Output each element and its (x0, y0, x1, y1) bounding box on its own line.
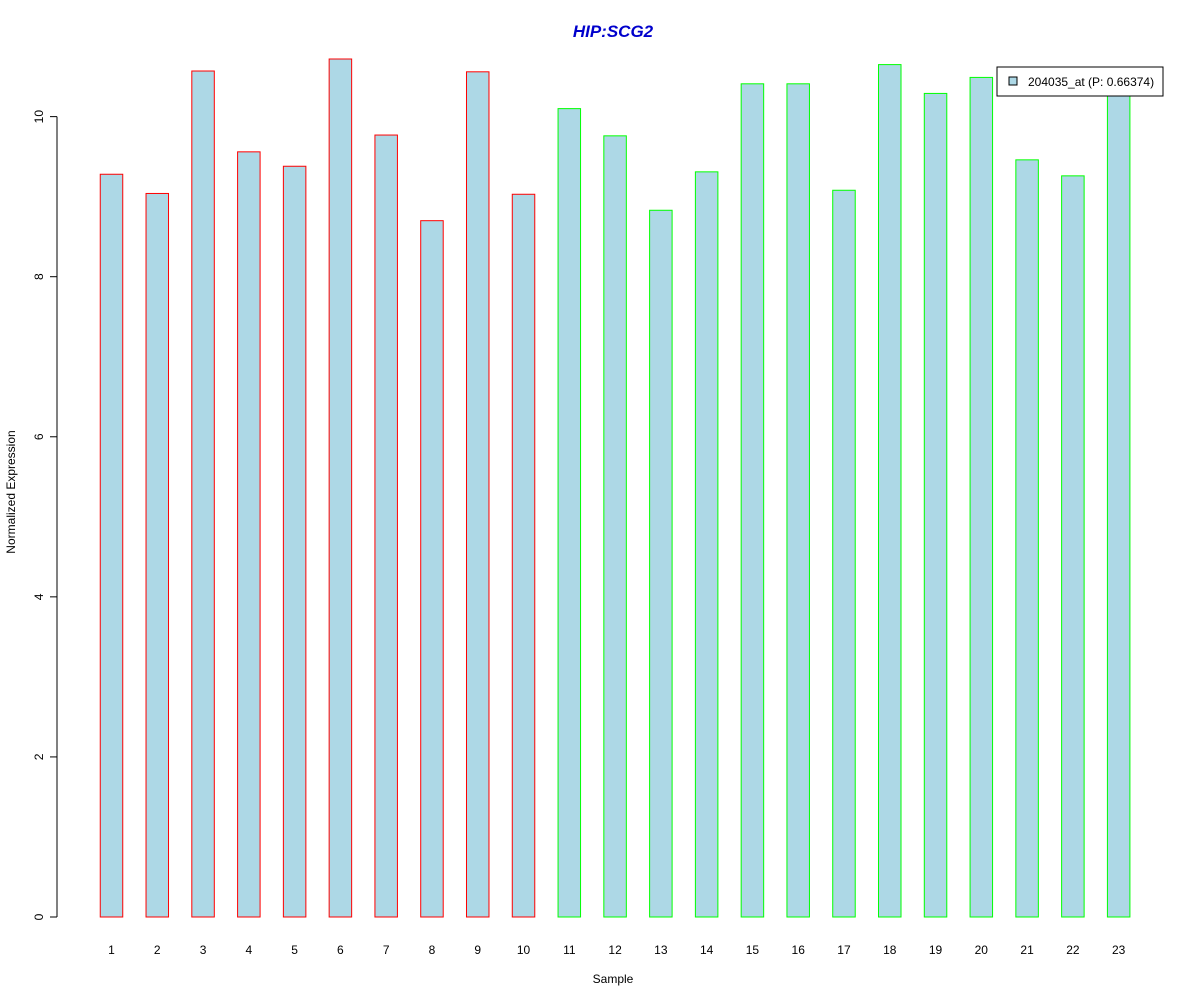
bar-sample-19 (923, 92, 948, 918)
x-tick-label: 6 (337, 943, 344, 957)
y-tick-label: 2 (32, 753, 46, 760)
bar-sample-20 (969, 76, 994, 918)
bar-sample-12 (603, 135, 627, 918)
bar-sample-18 (878, 64, 902, 918)
x-tick-label: 23 (1112, 943, 1126, 957)
x-tick-label: 19 (929, 943, 943, 957)
x-axis-label: Sample (593, 972, 634, 986)
bar-sample-8 (420, 220, 444, 918)
legend-box (996, 66, 1164, 97)
bar-sample-14 (694, 171, 719, 918)
bar-sample-3 (191, 70, 215, 918)
legend-label: 204035_at (P: 0.66374) (1028, 75, 1154, 89)
bar-sample-11 (557, 108, 582, 918)
x-tick-label: 12 (608, 943, 622, 957)
x-tick-label: 8 (429, 943, 436, 957)
x-tick-label: 11 (563, 943, 576, 957)
y-tick-label: 10 (32, 110, 46, 124)
bar-sample-4 (237, 151, 261, 918)
x-tick-label: 18 (883, 943, 897, 957)
x-tick-label: 20 (975, 943, 989, 957)
x-tick-label: 22 (1066, 943, 1080, 957)
x-tick-label: 2 (154, 943, 161, 957)
bar-sample-21 (1015, 159, 1039, 918)
chart-title: HIP:SCG2 (573, 22, 654, 41)
x-tick-label: 1 (108, 943, 115, 957)
y-tick-label: 8 (32, 273, 46, 280)
y-tick-label: 6 (32, 433, 46, 440)
bar-sample-5 (282, 165, 307, 918)
x-tick-label: 10 (517, 943, 531, 957)
bar-sample-2 (145, 192, 170, 918)
x-tick-label: 13 (654, 943, 668, 957)
x-tick-label: 17 (837, 943, 851, 957)
x-tick-label: 7 (383, 943, 390, 957)
bar-sample-7 (374, 134, 398, 918)
x-tick-label: 3 (200, 943, 207, 957)
bar-sample-15 (740, 83, 765, 918)
legend-swatch (1008, 76, 1018, 86)
y-tick-label: 0 (32, 913, 46, 920)
x-tick-label: 9 (474, 943, 481, 957)
bar-sample-9 (465, 71, 490, 918)
bar-sample-10 (511, 193, 536, 918)
x-tick-label: 4 (245, 943, 252, 957)
bar-sample-22 (1061, 175, 1085, 918)
y-tick-label: 4 (32, 593, 46, 600)
x-tick-label: 21 (1020, 943, 1034, 957)
x-tick-label: 5 (291, 943, 298, 957)
bar-sample-17 (832, 189, 856, 918)
bar-sample-16 (786, 83, 810, 918)
bar-sample-1 (99, 173, 124, 918)
bar-sample-13 (649, 209, 673, 918)
bar-sample-6 (328, 58, 353, 918)
x-tick-label: 15 (746, 943, 760, 957)
x-tick-label: 14 (700, 943, 714, 957)
x-tick-label: 16 (792, 943, 806, 957)
bar-sample-23 (1106, 84, 1131, 918)
y-axis-label: Normalized Expression (4, 430, 18, 553)
